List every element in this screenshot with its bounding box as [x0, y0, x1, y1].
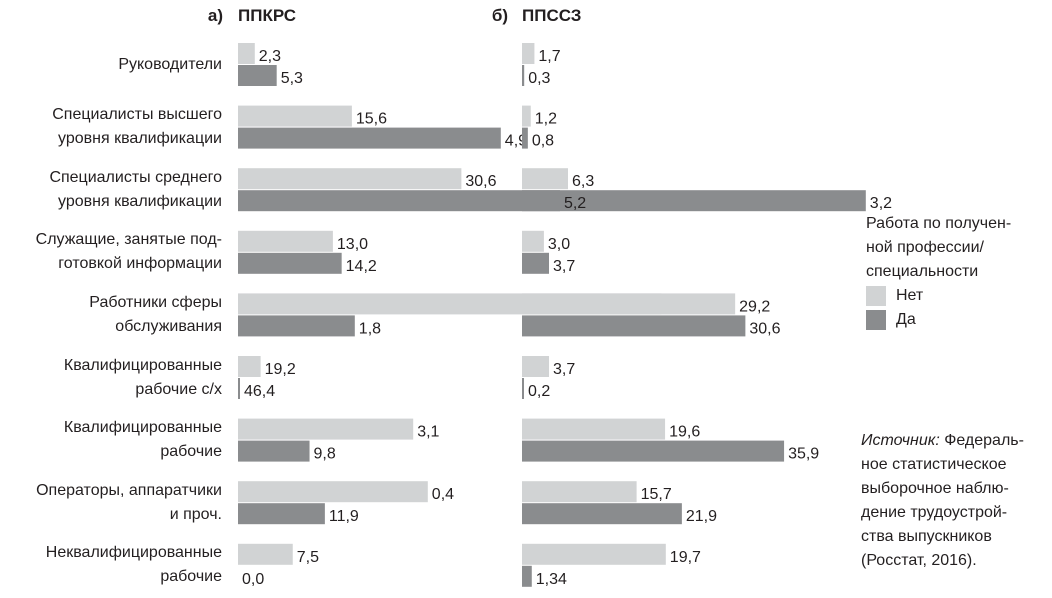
data-label: 1,2 — [535, 111, 557, 128]
data-label: 46,4 — [244, 383, 275, 400]
bar-b-no — [522, 356, 550, 377]
legend-item-yes: Да — [866, 308, 1011, 332]
bar-b-no — [522, 293, 736, 315]
category-label: Операторы, аппаратчики и проч. — [36, 481, 222, 523]
data-label: 4,9 — [505, 133, 527, 150]
bar-b-no — [522, 418, 666, 440]
bar-a-yes — [238, 378, 240, 399]
data-label: 15,6 — [356, 111, 387, 128]
data-label: 0,2 — [528, 383, 550, 400]
data-label: 30,6 — [749, 320, 780, 337]
source-note: Источник: Федераль- ное статистическое в… — [861, 429, 1024, 573]
bar-a-yes — [238, 127, 501, 149]
category-label: Руководители — [118, 55, 222, 73]
bar-a-yes — [238, 503, 325, 525]
data-label: 3,0 — [548, 236, 570, 253]
bar-b-yes — [522, 190, 560, 212]
bar-a-yes — [238, 252, 342, 274]
data-label: 1,7 — [538, 48, 560, 65]
data-label: 0,3 — [528, 70, 550, 87]
legend-title: Работа по получен- ной профессии/ специа… — [866, 215, 1012, 280]
legend-swatch-no — [866, 286, 886, 306]
data-label: 1,8 — [359, 320, 381, 337]
category-label: Квалифицированные рабочие с/х — [63, 356, 222, 398]
bar-a-yes — [238, 315, 355, 337]
panel-b-letter: б) — [491, 6, 508, 25]
bar-a-yes — [238, 65, 277, 86]
bar-a-no — [238, 168, 462, 190]
data-label: 13,0 — [337, 236, 368, 253]
category-label: Специалисты среднего уровня квалификации — [49, 168, 222, 210]
data-label: 3,7 — [553, 361, 575, 378]
legend-label-yes: Да — [896, 311, 916, 328]
category-label: Служащие, занятые под- готовкой информац… — [35, 231, 222, 273]
bar-b-no — [522, 543, 666, 565]
category-label: Специалисты высшего уровня квалификации — [52, 106, 222, 148]
data-label: 19,2 — [265, 361, 296, 378]
bar-b-yes — [522, 315, 746, 337]
data-label: 35,9 — [788, 446, 819, 463]
data-label: 0,8 — [532, 133, 554, 150]
data-label: 3,2 — [870, 195, 892, 212]
bar-a-no — [238, 481, 428, 503]
bar-b-yes — [522, 565, 532, 587]
bar-b-yes — [522, 503, 682, 525]
legend-label-no: Нет — [896, 287, 924, 304]
category-label: Квалифицированные рабочие — [63, 419, 222, 461]
data-label: 30,6 — [465, 173, 496, 190]
data-label: 19,6 — [669, 424, 700, 441]
bar-b-no — [522, 105, 531, 127]
data-label: 1,34 — [536, 571, 567, 588]
data-label: 19,7 — [670, 549, 701, 566]
bar-a-no — [238, 543, 293, 565]
data-label: 0,0 — [242, 571, 264, 588]
bar-a-yes — [238, 440, 310, 462]
data-label: 11,9 — [329, 508, 359, 525]
bar-a-no — [238, 418, 414, 440]
bar-b-no — [522, 230, 544, 252]
data-label: 7,5 — [297, 549, 319, 566]
legend-swatch-yes — [866, 310, 886, 330]
bar-b-yes — [522, 252, 550, 274]
panel-a-title: ППКРС — [238, 6, 297, 25]
bar-a-no — [238, 356, 261, 377]
bar-a-no — [238, 43, 255, 64]
bar-a-no — [238, 105, 352, 127]
panel-a-letter: а) — [207, 6, 223, 25]
bar-b-yes — [522, 127, 528, 149]
bar-a-no — [238, 230, 333, 252]
data-label: 5,2 — [564, 195, 586, 212]
category-label: Работники сферы обслуживания — [89, 293, 222, 335]
legend: Работа по получен- ной профессии/ специа… — [866, 212, 1011, 332]
data-label: 14,2 — [346, 258, 377, 275]
panel-b-title: ППССЗ — [522, 6, 582, 25]
bar-b-yes — [522, 65, 525, 86]
data-label: 21,9 — [686, 508, 717, 525]
bar-b-no — [522, 481, 637, 503]
data-label: 0,4 — [432, 486, 454, 503]
source-label: Источник: — [861, 432, 940, 449]
data-label: 15,7 — [641, 486, 672, 503]
data-label: 29,2 — [739, 298, 770, 315]
category-label: Неквалифицированные рабочие — [45, 544, 222, 586]
data-label: 3,1 — [417, 424, 439, 441]
data-label: 5,3 — [281, 70, 303, 87]
data-label: 6,3 — [572, 173, 594, 190]
data-label: 2,3 — [259, 48, 281, 65]
bar-b-yes — [522, 440, 785, 462]
source-text: Федераль- ное статистическое выборочное … — [861, 432, 1024, 569]
data-label: 3,7 — [553, 258, 575, 275]
data-label: 9,8 — [314, 446, 336, 463]
legend-item-no: Нет — [866, 284, 1011, 308]
bar-b-no — [522, 43, 535, 64]
bar-b-yes — [522, 378, 524, 399]
bar-b-no — [522, 168, 568, 190]
